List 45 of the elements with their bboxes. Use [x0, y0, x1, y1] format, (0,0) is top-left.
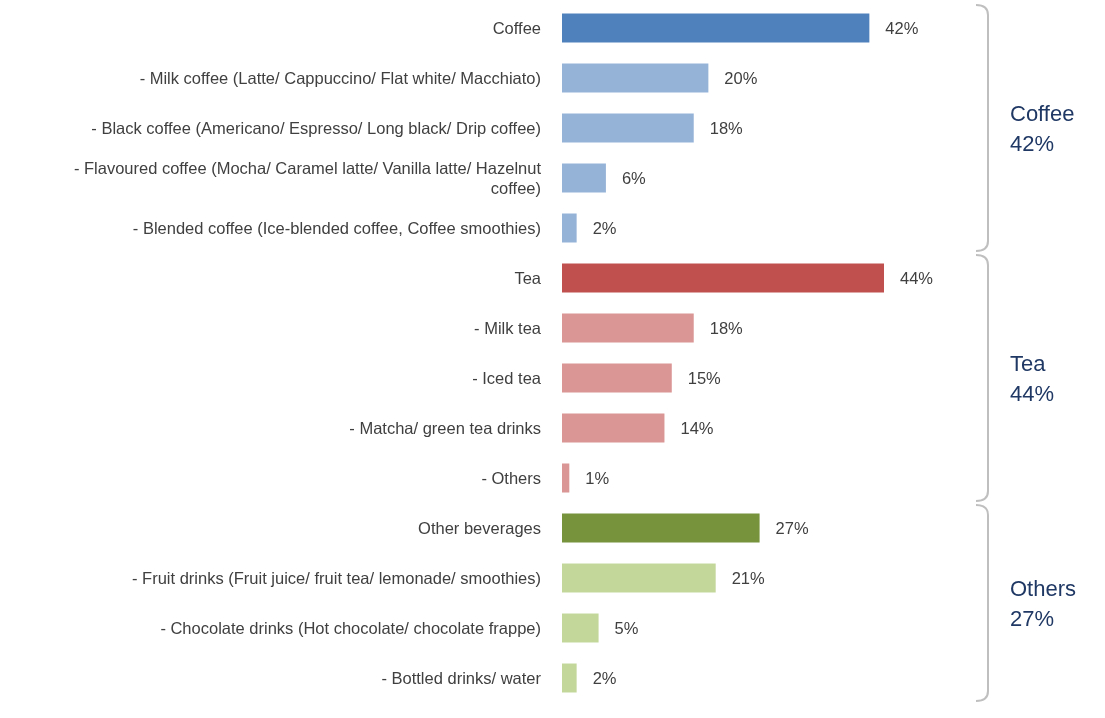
text: Others 27%	[1010, 575, 1077, 631]
y-tick-label: Tea	[514, 268, 542, 287]
y-tick-label: - Chocolate drinks (Hot chocolate/ chocolate frappe)	[160, 618, 541, 637]
y-tick-label: - Black coffee (Americano/ Espresso/ Long black/ Drip coffee)	[91, 118, 541, 137]
data-label: 18%	[709, 318, 744, 337]
data-label: 18%	[709, 118, 744, 137]
bar	[562, 263, 884, 293]
data-label: 27%	[775, 518, 809, 537]
data-label: 1%	[585, 468, 610, 487]
y-tick-label: Coffee	[492, 18, 541, 37]
y-tick-label: - Flavoured coffee (Mocha/ Caramel latte/ Vanilla latte/ Hazelnut coffee)	[73, 158, 542, 197]
data-label: 15%	[687, 368, 722, 387]
bar	[562, 663, 577, 693]
y-tick-label: - Milk coffee (Latte/ Cappuccino/ Flat white/ Macchiato)	[139, 68, 541, 87]
text: Coffee 42%	[1010, 100, 1075, 156]
data-label: 14%	[680, 418, 714, 437]
y-tick-label: - Blended coffee (Ice-blended coffee, Coffee smoothies)	[132, 218, 541, 237]
data-label: 5%	[614, 618, 639, 637]
bar	[562, 613, 599, 643]
y-tick-label: - Bottled drinks/ water	[381, 668, 542, 687]
data-label: 44%	[900, 268, 934, 287]
bar	[562, 413, 665, 443]
data-label: 6%	[621, 168, 647, 187]
y-tick-label: - Milk tea	[474, 318, 542, 337]
bar	[562, 63, 709, 93]
y-tick-label: - Fruit drinks (Fruit juice/ fruit tea/ lemonade/ smoothies)	[132, 568, 541, 587]
bar	[562, 363, 672, 393]
data-label: 20%	[724, 68, 758, 87]
bar	[562, 513, 760, 543]
data-label: 21%	[731, 568, 766, 587]
y-tick-label: Other beverages	[418, 518, 541, 537]
y-tick-label: - Matcha/ green tea drinks	[349, 418, 541, 437]
data-label: 2%	[592, 668, 617, 687]
bar	[562, 463, 570, 493]
data-label: 42%	[885, 18, 919, 37]
y-tick-label: - Others	[481, 468, 541, 487]
bar	[562, 563, 716, 593]
data-label: 2%	[592, 218, 617, 237]
bar	[562, 213, 577, 243]
bar	[562, 113, 694, 143]
bar	[562, 13, 870, 43]
bar	[562, 313, 694, 343]
y-tick-label: - Iced tea	[472, 368, 542, 387]
text: Tea 44%	[1010, 350, 1055, 406]
bar	[562, 163, 606, 193]
